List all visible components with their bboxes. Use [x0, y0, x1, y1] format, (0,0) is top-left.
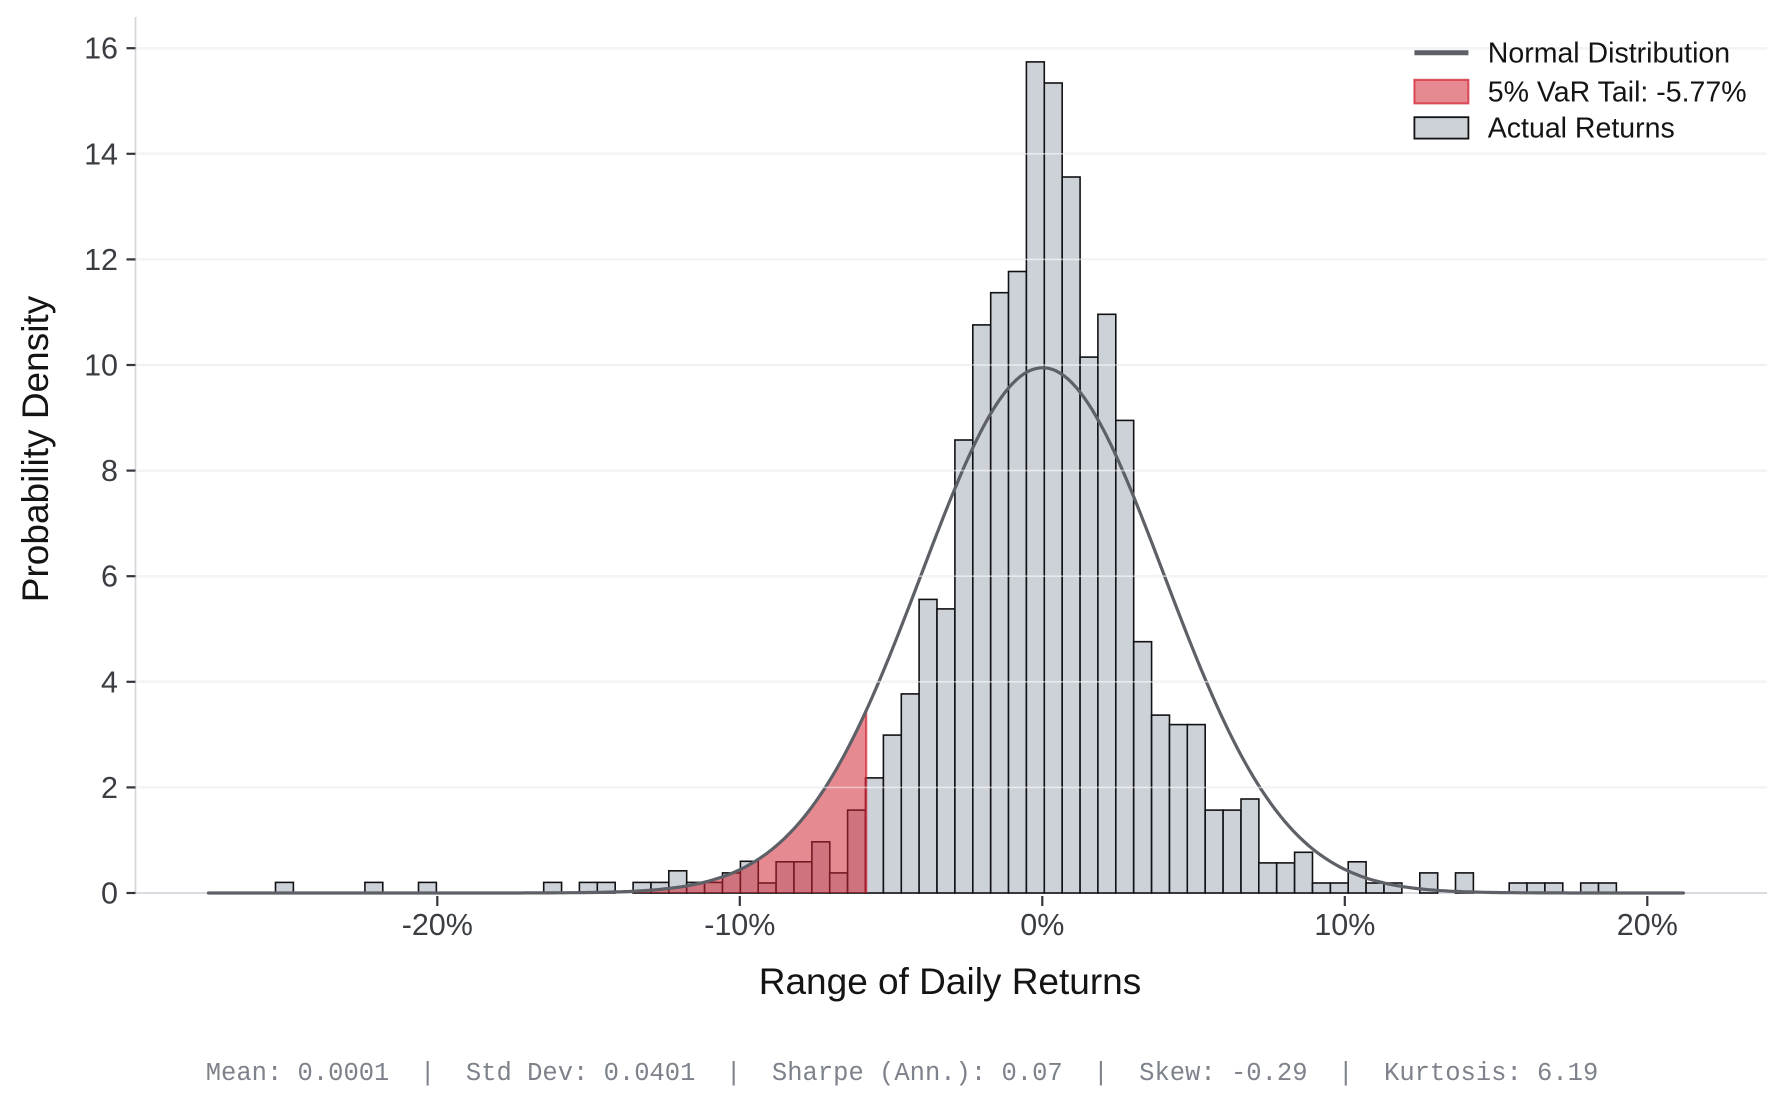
svg-text:0: 0 — [101, 877, 118, 911]
svg-text:Normal Distribution: Normal Distribution — [1488, 38, 1730, 70]
svg-text:10: 10 — [84, 349, 118, 383]
svg-text:4: 4 — [101, 665, 118, 699]
svg-text:8: 8 — [101, 454, 118, 488]
svg-text:14: 14 — [84, 137, 118, 171]
svg-text:Actual Returns: Actual Returns — [1488, 113, 1675, 145]
svg-text:2: 2 — [101, 771, 118, 805]
svg-text:0%: 0% — [1020, 908, 1064, 942]
svg-text:12: 12 — [84, 243, 118, 277]
svg-text:Probability Density: Probability Density — [15, 295, 56, 602]
svg-text:10%: 10% — [1314, 908, 1375, 942]
svg-text:16: 16 — [84, 32, 118, 66]
svg-text:5% VaR Tail: -5.77%: 5% VaR Tail: -5.77% — [1488, 76, 1747, 108]
svg-text:-10%: -10% — [704, 908, 775, 942]
svg-text:Range of Daily Returns: Range of Daily Returns — [759, 961, 1142, 1002]
svg-text:20%: 20% — [1617, 908, 1678, 942]
svg-text:-20%: -20% — [402, 908, 473, 942]
svg-text:6: 6 — [101, 560, 118, 594]
svg-text:Mean: 0.0001 | Std Dev: 0.04: Mean: 0.0001 | Std Dev: 0.0401 | Sharpe … — [206, 1059, 1599, 1088]
